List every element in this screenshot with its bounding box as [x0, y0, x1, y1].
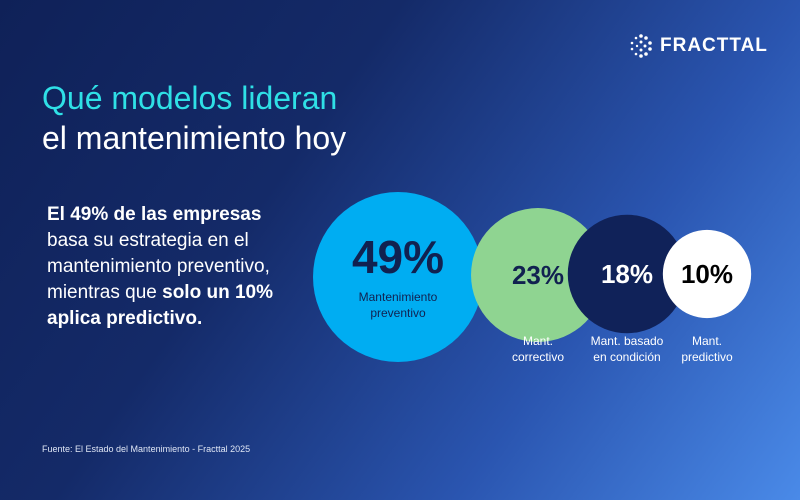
- brand-logo: FRACTTAL: [628, 33, 768, 59]
- description-bold-1: El 49% de las empresas: [47, 204, 262, 225]
- dot-cluster-icon: [630, 34, 652, 58]
- title-line-2: el mantenimiento hoy: [42, 120, 347, 156]
- bubble-category-label: Mant. basado en condición: [591, 334, 664, 364]
- description-bold-2: solo un 10% aplica predictivo.: [47, 282, 273, 329]
- bubble-category-label: Mant. predictivo: [681, 334, 733, 364]
- bubble-value-label: 10%: [681, 259, 733, 289]
- source-note: Fuente: El Estado del Mantenimiento - Fr…: [42, 444, 251, 454]
- description: El 49% de las empresas basa su estrategi…: [47, 202, 307, 332]
- description-text: basa su estrategia en el mantenimiento p…: [47, 230, 270, 303]
- bubble-value-label: 18%: [601, 259, 653, 289]
- bubble: [567, 214, 687, 334]
- title-line-1: Qué modelos lideran: [42, 80, 338, 116]
- bubble: [662, 229, 752, 319]
- bubble-value-label: 49%: [352, 231, 444, 283]
- bubble-value-label: 23%: [512, 260, 564, 290]
- bubble: [313, 192, 483, 362]
- brand-name: FRACTTAL: [660, 35, 768, 56]
- bubble: [471, 208, 605, 342]
- bubble-category-label: Mant. correctivo: [512, 334, 564, 364]
- bubble-category-label: Mantenimiento preventivo: [359, 290, 438, 320]
